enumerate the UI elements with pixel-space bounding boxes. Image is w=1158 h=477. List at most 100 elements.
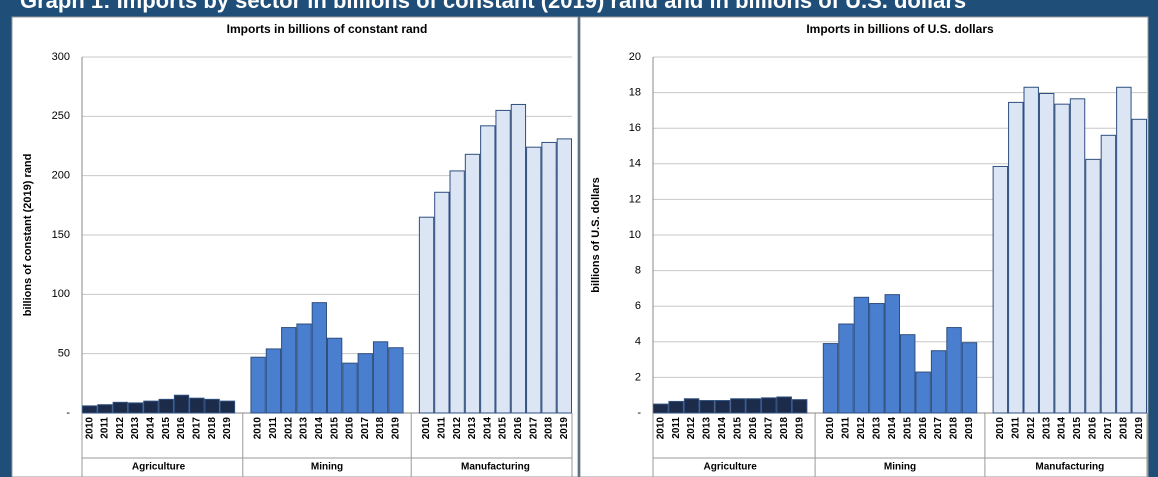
x-tick-label: 2014 xyxy=(146,417,157,440)
x-tick-label: 2016 xyxy=(513,417,524,440)
y-tick-label: 100 xyxy=(52,288,70,300)
y-tick-label: 10 xyxy=(629,229,641,241)
x-tick-label: 2017 xyxy=(763,417,774,440)
y-tick-label: 12 xyxy=(629,193,641,205)
y-tick-label: 8 xyxy=(635,265,641,277)
y-axis-title: billions of U.S. dollars xyxy=(590,177,602,293)
bar xyxy=(265,348,282,414)
x-tick-label: 2012 xyxy=(283,417,294,440)
x-tick-label: 2010 xyxy=(655,417,666,440)
x-tick-label: 2018 xyxy=(949,417,960,440)
x-tick-label: 2011 xyxy=(268,417,279,439)
bar xyxy=(143,400,159,414)
bar xyxy=(838,323,854,414)
bar xyxy=(372,341,389,414)
group-label: Manufacturing xyxy=(1035,462,1104,473)
bar xyxy=(357,353,373,414)
x-tick-label: 2012 xyxy=(115,417,126,440)
y-tick-label: 50 xyxy=(58,348,70,360)
bar xyxy=(112,401,128,414)
group-label: Mining xyxy=(311,462,343,473)
x-tick-label: 2012 xyxy=(452,417,463,440)
bar xyxy=(1100,134,1117,414)
bar xyxy=(296,323,312,414)
bar xyxy=(510,103,527,414)
x-tick-label: 2010 xyxy=(253,417,264,440)
x-tick-label: 2015 xyxy=(161,417,172,440)
y-tick-label: 250 xyxy=(52,110,70,122)
bar xyxy=(1054,103,1070,414)
bar xyxy=(342,362,358,414)
x-tick-label: 2019 xyxy=(559,417,570,440)
x-tick-label: 2015 xyxy=(498,417,509,440)
group-label: Mining xyxy=(884,462,916,473)
x-tick-label: 2011 xyxy=(436,417,447,439)
x-tick-label: 2011 xyxy=(671,417,682,439)
bar xyxy=(1116,86,1132,414)
bar xyxy=(714,400,731,414)
bar xyxy=(526,146,542,414)
x-tick-label: 2017 xyxy=(528,417,539,440)
x-tick-label: 2019 xyxy=(222,417,233,440)
page-title: Graph 1: Imports by sector in billions o… xyxy=(20,0,966,13)
bar xyxy=(158,398,174,414)
y-tick-label: 14 xyxy=(629,158,641,170)
x-tick-label: 2010 xyxy=(84,417,95,440)
bar xyxy=(1085,158,1101,414)
group-label: Manufacturing xyxy=(461,462,530,473)
y-tick-label: 20 xyxy=(629,51,641,63)
bar xyxy=(541,141,557,414)
x-tick-label: 2012 xyxy=(1026,417,1037,440)
bar xyxy=(699,400,715,414)
x-tick-label: 2014 xyxy=(314,417,325,440)
bar xyxy=(281,327,297,414)
bar xyxy=(327,337,343,414)
x-tick-label: 2016 xyxy=(748,417,759,440)
x-tick-label: 2013 xyxy=(299,417,310,440)
bar xyxy=(1131,118,1147,414)
bar xyxy=(480,125,496,414)
x-tick-label: 2013 xyxy=(130,417,141,440)
x-tick-label: 2019 xyxy=(391,417,402,440)
y-tick-label: 300 xyxy=(52,51,70,63)
bar xyxy=(946,327,962,414)
x-tick-label: 2018 xyxy=(779,417,790,440)
y-tick-label: 2 xyxy=(635,371,641,383)
x-tick-label: 2019 xyxy=(794,417,805,440)
bar xyxy=(250,356,266,414)
bar xyxy=(82,405,98,414)
bar xyxy=(653,403,669,414)
y-tick-label: 4 xyxy=(635,336,641,348)
x-tick-label: 2015 xyxy=(1072,417,1083,440)
bar xyxy=(127,402,144,414)
x-tick-label: 2017 xyxy=(1103,417,1114,440)
x-tick-label: 2014 xyxy=(1057,417,1068,440)
y-tick-label: 6 xyxy=(635,300,641,312)
x-tick-label: 2014 xyxy=(482,417,493,440)
x-tick-label: 2011 xyxy=(1010,417,1021,439)
bar xyxy=(668,400,684,414)
x-tick-label: 2013 xyxy=(871,417,882,440)
bar xyxy=(961,342,978,414)
bar xyxy=(683,398,700,414)
x-tick-label: 2011 xyxy=(841,417,852,439)
y-tick-label: 200 xyxy=(52,170,70,182)
bar xyxy=(464,153,481,414)
bar xyxy=(97,404,113,414)
bar xyxy=(791,399,808,414)
bar xyxy=(776,396,792,414)
x-tick-label: 2010 xyxy=(825,417,836,440)
bar xyxy=(449,170,465,414)
bar xyxy=(1023,86,1039,414)
x-tick-label: 2018 xyxy=(375,417,386,440)
bar xyxy=(311,302,327,414)
group-label: Agriculture xyxy=(704,462,758,473)
chart-title: Imports in billions of constant rand xyxy=(227,22,428,36)
bar xyxy=(869,303,885,414)
x-tick-label: 2016 xyxy=(345,417,356,440)
x-tick-label: 2017 xyxy=(191,417,202,440)
bar xyxy=(915,371,931,414)
x-tick-label: 2010 xyxy=(421,417,432,440)
y-tick-label: 150 xyxy=(52,229,70,241)
